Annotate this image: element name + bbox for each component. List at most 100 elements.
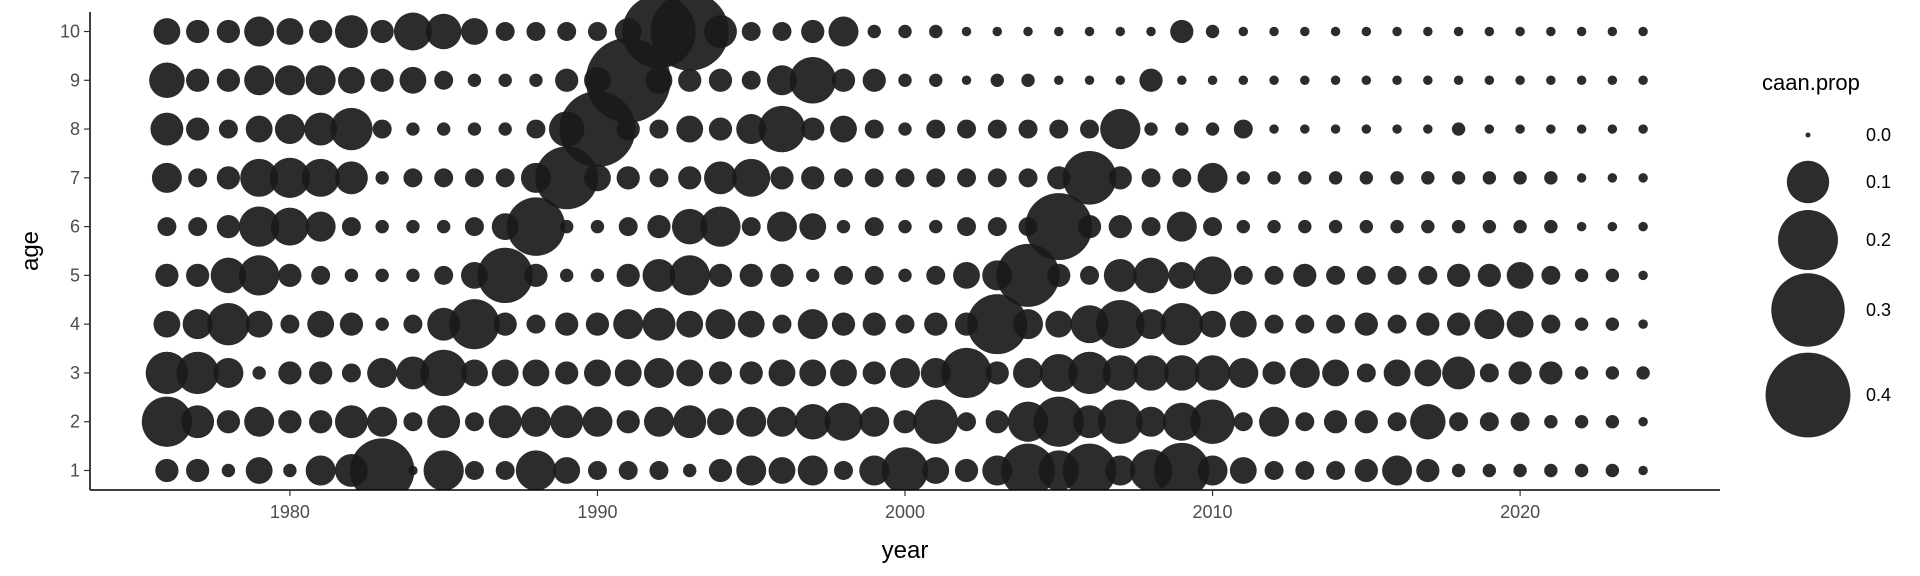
data-point [587,22,607,41]
data-point [1108,214,1132,239]
data-point [1638,270,1648,281]
data-point [1453,75,1464,86]
data-point [1295,314,1315,334]
data-point [425,13,462,50]
data-point [1574,317,1589,331]
data-point [464,412,484,432]
data-point [1229,457,1257,484]
data-point [893,410,917,434]
data-point [961,26,972,37]
data-point [1484,75,1495,86]
data-point [584,359,611,387]
data-point [1414,359,1442,387]
data-point [239,255,280,296]
data-point [1330,124,1341,134]
data-point [864,168,884,188]
data-point [985,410,1009,434]
data-point [1356,265,1376,285]
data-point [216,410,241,434]
data-point [770,166,794,190]
data-point [1546,26,1556,37]
data-point [1574,463,1589,478]
data-point [913,399,959,444]
data-point [305,65,336,96]
data-point [1479,412,1499,432]
data-point [1423,124,1433,134]
data-point [613,309,644,340]
data-point [1574,415,1589,429]
legend-key-circle [1771,273,1845,347]
data-point [555,68,579,92]
data-point [1387,412,1407,432]
data-point [987,217,1007,237]
data-point [526,314,546,334]
data-point [176,351,219,395]
data-point [941,347,992,399]
legend-key-label: 0.2 [1866,230,1891,250]
data-point [736,406,767,437]
data-point [1354,410,1378,434]
data-point [341,363,361,383]
data-point [797,455,828,486]
data-point [1141,168,1161,188]
data-point [1418,265,1438,285]
data-point [1084,75,1095,86]
data-point [1049,119,1069,139]
y-axis-ticks: 1 2 3 4 5 6 7 8 9 10 [60,22,90,480]
data-point [929,24,943,39]
data-point [1164,355,1200,391]
data-point [334,161,368,195]
data-point [283,463,297,478]
data-point [375,219,389,234]
data-point [1115,26,1126,37]
x-tick-label: 1980 [270,502,310,522]
data-point [270,207,309,246]
data-point [741,70,761,90]
data-point [673,405,707,439]
data-point [210,257,247,294]
data-point [1390,171,1404,185]
data-point [1392,124,1402,134]
data-point [1508,361,1532,385]
data-point [708,361,733,385]
y-tick-label: 5 [70,265,80,285]
data-point [1382,455,1413,486]
data-point [1387,265,1407,285]
data-point [526,22,546,41]
data-point [526,119,546,139]
data-point [739,263,763,288]
data-point [339,312,364,336]
data-point [642,307,676,341]
data-point [1190,399,1235,444]
data-point [954,458,979,483]
data-point [1168,261,1196,289]
data-point [830,359,857,387]
data-point [862,361,886,385]
y-tick-label: 9 [70,70,80,90]
data-point [464,461,484,480]
size-legend-title: caan.prop [1762,70,1860,95]
data-point [996,243,1060,307]
data-point [157,217,177,237]
data-point [582,406,613,437]
x-axis-ticks: 1980 1990 2000 2010 2020 [270,490,1540,522]
data-point [1354,458,1378,483]
data-point [1133,257,1169,294]
data-point [616,263,640,288]
data-point [859,455,890,486]
data-point [350,438,415,490]
data-point [307,310,335,338]
data-point [1605,463,1620,478]
data-point [420,349,467,397]
data-point [1166,211,1197,242]
data-point [864,265,884,285]
data-point [929,73,943,87]
data-point [1484,124,1495,134]
data-point [1576,124,1587,134]
data-point [1080,265,1100,285]
data-point [1451,122,1466,136]
data-point [766,211,797,242]
data-point [216,214,241,239]
data-point [553,457,581,484]
